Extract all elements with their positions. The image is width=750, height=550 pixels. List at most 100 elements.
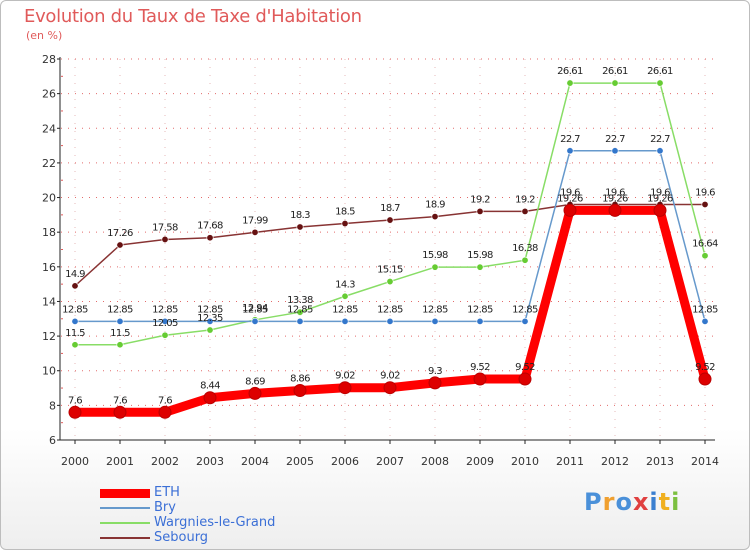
data-label-bry: 12.85	[287, 304, 313, 315]
y-tick-label: 18	[42, 226, 56, 239]
x-tick-label: 2007	[376, 455, 404, 468]
data-label-bry: 12.85	[152, 304, 178, 315]
y-tick-label: 14	[42, 295, 56, 308]
data-point-bry	[116, 317, 124, 325]
data-label-sebourg: 19.2	[515, 194, 535, 205]
data-label-bry: 12.85	[377, 304, 403, 315]
data-point-bry	[566, 147, 574, 155]
data-point-bry	[476, 317, 484, 325]
data-label-bry: 12.85	[62, 304, 88, 315]
data-label-sebourg: 18.9	[425, 200, 445, 211]
data-label-eth: 19.26	[647, 193, 673, 204]
x-tick-label: 2008	[421, 455, 449, 468]
chart-title: Evolution du Taux de Taxe d'Habitation	[24, 6, 362, 27]
data-point-eth	[563, 203, 577, 217]
data-point-eth	[158, 405, 172, 419]
data-point-bry	[341, 317, 349, 325]
y-minor-tick	[61, 387, 63, 389]
data-label-sebourg: 14.9	[65, 269, 85, 280]
data-label-sebourg: 19.6	[605, 187, 625, 198]
data-point-wargnies-le-grand	[611, 79, 619, 87]
y-minor-tick	[61, 179, 63, 181]
data-point-wargnies-le-grand	[566, 79, 574, 87]
data-point-wargnies-le-grand	[476, 263, 484, 271]
data-point-wargnies-le-grand	[296, 308, 304, 316]
y-tick-label: 6	[49, 434, 56, 447]
data-point-bry	[656, 147, 664, 155]
data-label-sebourg: 19.6	[650, 187, 670, 198]
legend-swatch-bry	[100, 507, 150, 509]
data-label-bry: 12.85	[467, 304, 493, 315]
y-tick-label: 10	[42, 365, 56, 378]
data-point-sebourg	[521, 207, 529, 215]
data-point-wargnies-le-grand	[116, 341, 124, 349]
legend-label-wargnies: Wargnies-le-Grand	[154, 515, 276, 530]
y-minor-tick	[61, 75, 63, 77]
data-label-eth: 8.86	[290, 373, 310, 384]
data-label-eth: 7.6	[158, 395, 172, 406]
data-point-wargnies-le-grand	[206, 326, 214, 334]
data-point-bry	[161, 317, 169, 325]
data-label-eth: 9.52	[515, 362, 535, 373]
data-label-wargnies-le-grand: 15.98	[467, 250, 493, 261]
data-point-sebourg	[386, 216, 394, 224]
y-tick-label: 22	[42, 157, 56, 170]
y-minor-tick	[61, 422, 63, 424]
data-point-eth	[203, 391, 217, 405]
data-point-sebourg	[341, 220, 349, 228]
y-tick-label: 28	[42, 53, 56, 66]
data-label-eth: 9.52	[470, 362, 490, 373]
data-point-bry	[71, 317, 79, 325]
data-label-wargnies-le-grand: 14.3	[335, 279, 355, 290]
data-point-eth	[113, 405, 127, 419]
data-point-eth	[428, 376, 442, 390]
data-label-sebourg: 18.3	[290, 210, 310, 221]
data-point-sebourg	[71, 282, 79, 290]
data-point-wargnies-le-grand	[656, 79, 664, 87]
data-point-eth	[338, 381, 352, 395]
data-point-bry	[431, 317, 439, 325]
y-tick-label: 8	[49, 399, 56, 412]
y-minor-tick	[61, 283, 63, 285]
data-point-bry	[386, 317, 394, 325]
data-point-eth	[68, 405, 82, 419]
legend-label-bry: Bry	[154, 500, 176, 515]
data-point-sebourg	[701, 200, 709, 208]
data-point-bry	[701, 317, 709, 325]
data-label-wargnies-le-grand: 15.15	[377, 265, 403, 276]
data-label-eth: 8.69	[245, 376, 265, 387]
x-tick-label: 2003	[196, 455, 224, 468]
data-label-eth: 19.26	[557, 193, 583, 204]
data-point-eth	[608, 203, 622, 217]
data-label-eth: 19.26	[602, 193, 628, 204]
data-label-sebourg: 19.2	[470, 194, 490, 205]
data-label-sebourg: 19.6	[560, 187, 580, 198]
data-label-wargnies-le-grand: 26.61	[602, 66, 628, 77]
data-label-bry: 12.85	[197, 304, 223, 315]
data-label-sebourg: 18.5	[335, 207, 355, 218]
data-point-sebourg	[476, 207, 484, 215]
legend-swatch-sebourg	[100, 537, 150, 539]
x-tick-label: 2014	[691, 455, 719, 468]
data-point-sebourg	[116, 241, 124, 249]
data-label-wargnies-le-grand: 12.94	[242, 303, 268, 314]
data-label-wargnies-le-grand: 16.64	[692, 239, 718, 250]
x-tick-label: 2000	[61, 455, 89, 468]
data-label-sebourg: 19.6	[695, 187, 715, 198]
data-point-eth	[473, 372, 487, 386]
data-label-bry: 12.85	[422, 304, 448, 315]
proxiti-logo: Proxiti	[584, 488, 681, 516]
data-point-eth	[518, 372, 532, 386]
data-point-eth	[383, 381, 397, 395]
data-label-eth: 7.6	[68, 395, 82, 406]
x-tick-label: 2006	[331, 455, 359, 468]
x-tick-label: 2005	[286, 455, 314, 468]
y-tick-label: 16	[42, 261, 56, 274]
data-point-wargnies-le-grand	[386, 278, 394, 286]
data-point-wargnies-le-grand	[431, 263, 439, 271]
data-point-bry	[251, 317, 259, 325]
data-label-eth: 9.02	[335, 371, 355, 382]
data-point-bry	[206, 317, 214, 325]
data-point-bry	[611, 147, 619, 155]
